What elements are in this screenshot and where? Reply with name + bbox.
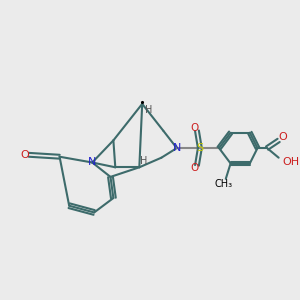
Text: O: O bbox=[190, 123, 198, 133]
Text: O: O bbox=[278, 131, 287, 142]
Text: H: H bbox=[145, 105, 153, 115]
Text: N: N bbox=[88, 158, 96, 167]
Text: H: H bbox=[140, 156, 148, 166]
Text: N: N bbox=[172, 143, 181, 153]
Text: O: O bbox=[190, 163, 198, 173]
Text: CH₃: CH₃ bbox=[215, 178, 233, 189]
Text: O: O bbox=[21, 150, 29, 160]
Text: S: S bbox=[196, 143, 203, 153]
Text: OH: OH bbox=[283, 157, 300, 166]
